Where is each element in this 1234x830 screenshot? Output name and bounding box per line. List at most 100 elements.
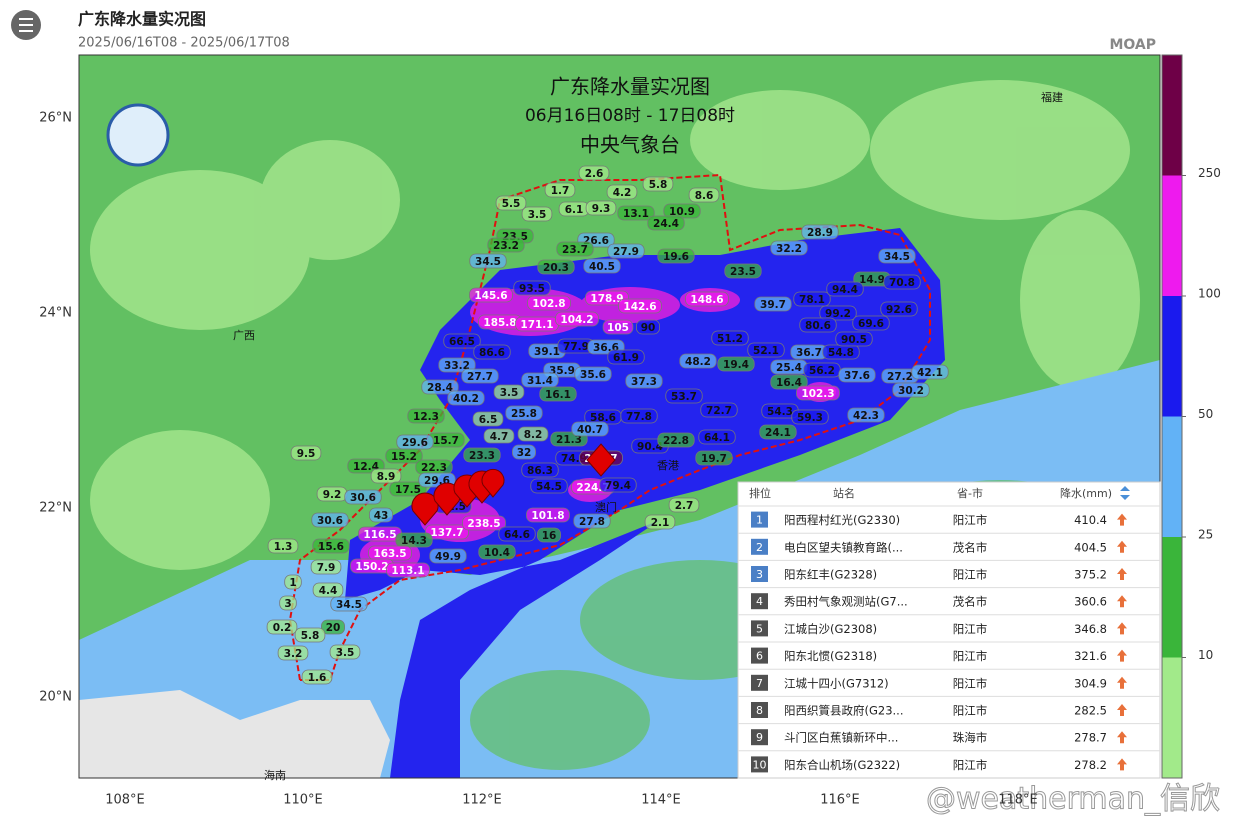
station-value: 238.5 [467,518,500,530]
station-badge [469,253,507,269]
station-name[interactable]: 阳西程村红光(G2330) [784,513,900,527]
station-value: 56.2 [809,365,835,377]
light-rain-patches [90,80,1140,570]
station-name[interactable]: 阳西织篢县政府(G23... [784,704,904,718]
rank-badge [751,729,768,746]
station-value: 22.8 [663,435,689,447]
station-badge [330,596,368,612]
rank: 8 [756,704,763,717]
station-value: 40.7 [577,424,603,436]
station-name[interactable]: 阳东合山机场(G2322) [784,758,900,772]
region-label: 香港 [657,459,679,472]
station-name[interactable]: 斗门区白蕉镇新环中... [784,731,898,745]
station-value: 1.3 [274,541,293,553]
station-value: 49.9 [435,551,461,563]
station-badge [826,281,864,297]
station-value: 6.5 [479,414,498,426]
ranking-table: 排位 站名 省-市 降水(mm) 1 阳西程村红光(G2330) 阳江市 410.4 2 电白区望… [737,481,1161,779]
station-badge [770,240,808,256]
station-badge [513,280,551,296]
station-value: 102.8 [532,298,565,310]
station-value: 28.4 [427,382,453,394]
station-value: 178.9 [590,293,623,305]
trend-arrow [1117,649,1127,662]
station-value: 10.9 [669,206,695,218]
station-badge [447,390,485,406]
trend-arrow [1117,622,1127,635]
colorbar-tick-label: 10 [1198,648,1213,662]
station-value: 90.5 [841,334,867,346]
rank-badge [751,566,768,582]
station-value: 142.6 [623,301,656,313]
station-badge [700,402,738,418]
station-badge [421,379,459,395]
station-value: 8.9 [377,471,396,483]
station-badge [911,364,949,380]
station-value: 27.2 [887,371,913,383]
peak-markers [411,443,616,526]
trend-arrow [1117,513,1127,526]
station-badge [312,538,350,554]
station-value: 77.9 [563,341,589,353]
station-badge [443,333,481,349]
station-badge [312,582,344,598]
station-badge [462,515,506,531]
station-badge [602,319,634,335]
station-name[interactable]: 阳东红丰(G2328) [784,568,877,582]
station-value: 150.2 [355,561,388,573]
station-badge [883,274,921,290]
station-badge [583,258,621,274]
station-badge [344,489,382,505]
station-value: 59.3 [797,412,823,424]
station-value: 3.5 [500,387,519,399]
station-badge [294,627,326,643]
station-value: 29.6 [402,437,428,449]
trend-arrow [1117,568,1127,580]
station-name[interactable]: 电白区望夫镇教育路(... [784,540,903,554]
station-name[interactable]: 江城十四小(G7312) [784,676,889,690]
station-badge [544,182,576,198]
colorbar-tick-label: 25 [1198,528,1213,542]
station-value: 90.4 [637,441,663,453]
station-badge [463,447,501,463]
rainfall: 360.6 [1074,595,1107,609]
station-value: 28.9 [807,227,833,239]
station-value: 94.4 [832,284,858,296]
station-value: 163.5 [373,548,406,560]
map-title: 广东降水量实况图 [550,75,710,99]
station-badge [521,372,559,388]
station-badge [835,331,873,347]
rank-badge [751,593,768,610]
station-value: 3.2 [284,648,303,660]
station-badge [695,450,733,466]
sort-icon[interactable] [1120,486,1130,500]
station-name[interactable]: 江城白沙(G2308) [784,622,877,636]
station-badge [606,184,638,200]
station-value: 3.5 [336,647,355,659]
station-value: 4.7 [490,431,509,443]
station-value: 86.6 [479,347,505,359]
station-value: 23.2 [493,240,519,252]
station-value: 5.8 [649,179,668,191]
province-city: 阳江市 [953,649,988,663]
station-name[interactable]: 秀田村气象观测站(G7... [784,595,908,609]
station-badge [498,526,536,542]
station-value: 15.2 [391,451,417,463]
colorbar-tick-label: 50 [1198,407,1213,421]
station-value: 1.6 [308,672,327,684]
station-value: 54.5 [536,481,562,493]
station-value: 31.4 [527,375,553,387]
trend-arrow [1117,540,1127,553]
lat-tick-label: 26°N [39,111,72,126]
station-badge [607,349,645,365]
station-badge [267,538,299,554]
rainfall: 375.2 [1074,568,1107,582]
station-value: 4.2 [613,187,632,199]
station-name[interactable]: 阳东北惯(G2318) [784,649,877,663]
station-badge [799,317,837,333]
station-value: 2.1 [651,517,670,529]
station-value: 70.8 [889,277,915,289]
station-badge [852,315,890,331]
station-badge [607,243,645,259]
